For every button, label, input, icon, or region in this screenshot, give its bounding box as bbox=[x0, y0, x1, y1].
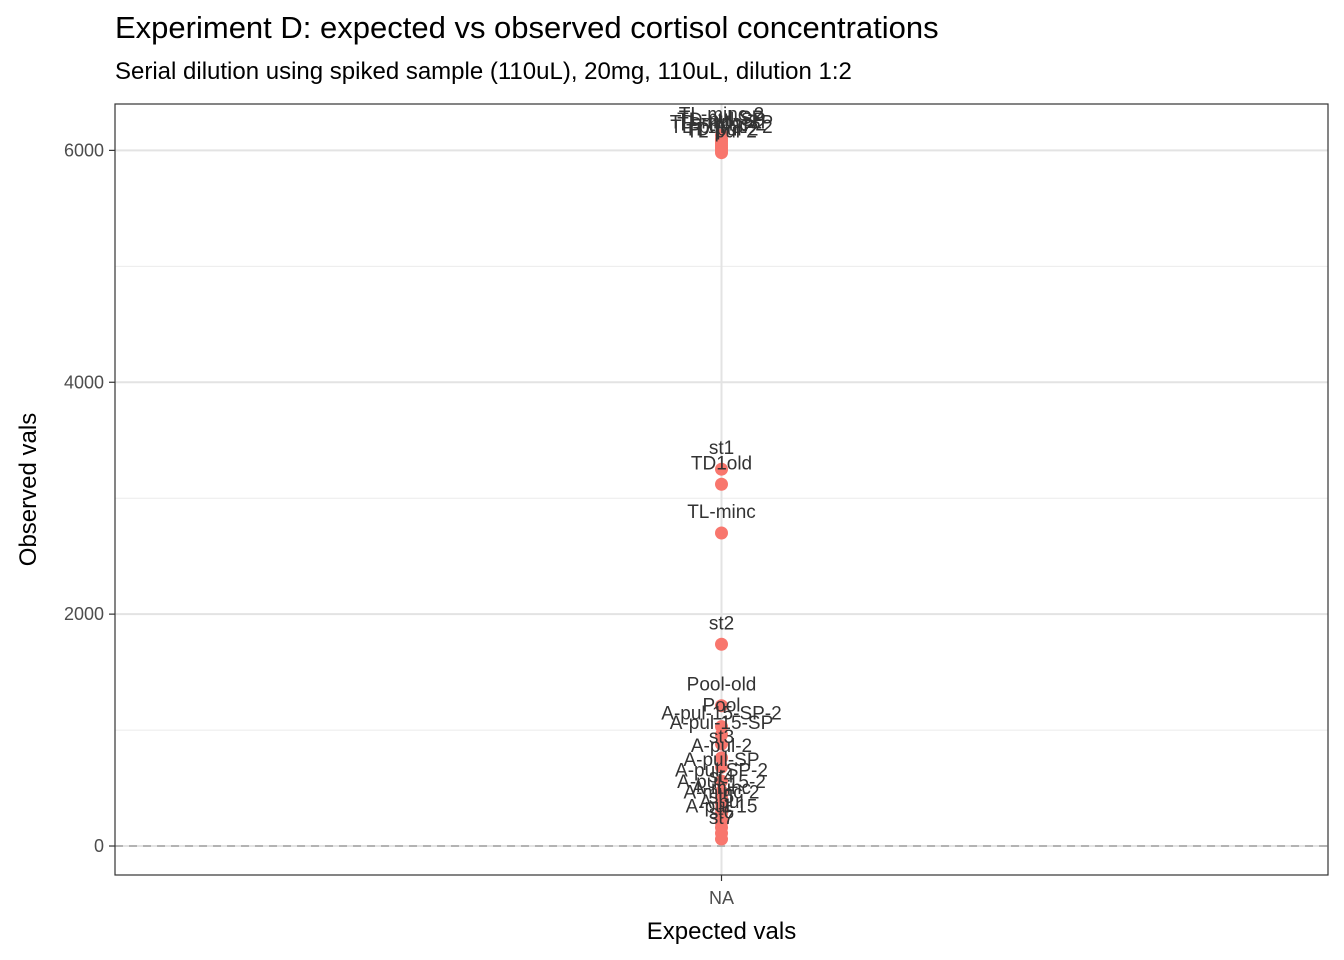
point-label: A-pul-15-SP bbox=[670, 713, 774, 734]
data-point bbox=[715, 728, 728, 742]
point-label: A-pul-SP bbox=[683, 750, 759, 771]
data-point bbox=[715, 699, 728, 713]
chart-title: Experiment D: expected vs observed corti… bbox=[115, 10, 939, 45]
data-point bbox=[715, 477, 728, 491]
x-axis: NA bbox=[709, 875, 734, 908]
point-label: st6 bbox=[709, 802, 734, 823]
point-label: A-pul-15 bbox=[686, 796, 758, 817]
point-label: st1 bbox=[709, 438, 734, 459]
point-label: Pool-old bbox=[687, 675, 757, 696]
y-tick-label: 0 bbox=[94, 836, 104, 856]
point-label: st3 bbox=[709, 727, 734, 748]
data-point bbox=[715, 737, 728, 751]
point-label: TD-pul-SP bbox=[677, 110, 766, 131]
y-axis-title: Observed vals bbox=[15, 413, 42, 566]
point-label: A-minc-2 bbox=[683, 783, 759, 804]
data-point bbox=[715, 760, 728, 774]
point-label: st4 bbox=[709, 766, 735, 787]
point-label: st2 bbox=[709, 613, 734, 634]
point-label: st5 bbox=[709, 787, 734, 808]
y-tick-label: 6000 bbox=[64, 140, 104, 160]
point-label: TD1old bbox=[691, 453, 752, 474]
point-label: A-minc bbox=[692, 778, 751, 799]
point-label: TL-minc-2 bbox=[679, 104, 765, 125]
point-labels-layer: TL-minc-2TL-pul-SPTD-pul-SPTD-minc-SPTD-… bbox=[661, 104, 781, 829]
chart-subtitle: Serial dilution using spiked sample (110… bbox=[115, 58, 852, 85]
data-point bbox=[715, 146, 728, 160]
x-axis-title: Expected vals bbox=[647, 918, 796, 945]
point-label: A-pul-SP-2 bbox=[675, 761, 768, 782]
data-point bbox=[715, 462, 728, 476]
point-label: TD-minc-2 bbox=[677, 115, 766, 136]
y-tick-label: 4000 bbox=[64, 372, 104, 392]
points-layer bbox=[715, 128, 728, 846]
point-label: TL-pul-SP-2 bbox=[670, 117, 772, 138]
data-point bbox=[715, 774, 728, 788]
point-label: TD-pul-2 bbox=[685, 119, 759, 140]
x-tick-label: NA bbox=[709, 888, 734, 908]
data-point bbox=[715, 751, 728, 765]
point-label: Pool bbox=[702, 696, 740, 717]
point-label: TL-pul-2 bbox=[686, 122, 757, 143]
point-label: TD-minc-SP bbox=[670, 112, 773, 133]
point-label: TL-pul-SP bbox=[679, 108, 765, 129]
point-label: A-pul-15-2 bbox=[677, 772, 766, 793]
point-label: TL-minc bbox=[687, 502, 756, 523]
point-label: A-pul-2 bbox=[691, 736, 752, 757]
y-axis: 0 2000 4000 6000 bbox=[64, 140, 115, 856]
data-point bbox=[715, 832, 728, 846]
point-label: st7 bbox=[709, 808, 734, 829]
data-point bbox=[715, 526, 728, 540]
y-tick-label: 2000 bbox=[64, 604, 104, 624]
data-point bbox=[715, 637, 728, 651]
point-label: A-pul bbox=[699, 792, 743, 813]
point-label: A-pul-15-SP-2 bbox=[661, 704, 781, 725]
